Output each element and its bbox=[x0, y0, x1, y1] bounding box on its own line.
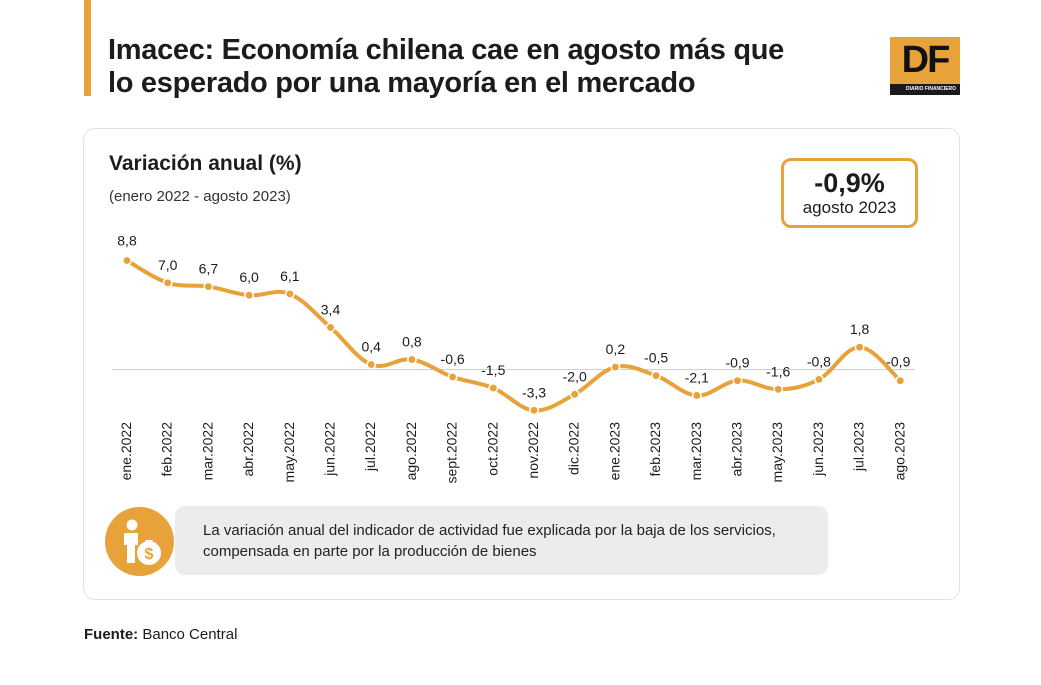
source-value: Banco Central bbox=[142, 626, 238, 643]
data-point bbox=[203, 281, 214, 292]
highlight-value: -0,9% bbox=[814, 168, 885, 198]
data-point bbox=[529, 405, 539, 416]
data-point bbox=[813, 374, 824, 385]
x-tick-label: ene.2022 bbox=[118, 422, 134, 481]
data-label: 8,8 bbox=[117, 233, 137, 249]
x-tick-label: jun.2023 bbox=[810, 422, 826, 477]
x-tick-label: abr.2022 bbox=[240, 422, 256, 477]
data-label: 6,7 bbox=[199, 261, 219, 277]
data-point bbox=[447, 371, 458, 382]
data-label: 3,4 bbox=[321, 301, 341, 317]
data-point bbox=[854, 342, 865, 353]
data-point bbox=[895, 375, 906, 386]
x-tick-label: oct.2022 bbox=[484, 422, 500, 476]
logo-subtitle: DIARIO FINANCIERO bbox=[906, 86, 956, 92]
x-tick-label: abr.2023 bbox=[729, 422, 745, 477]
data-point bbox=[732, 375, 743, 386]
x-tick-label: ago.2023 bbox=[891, 422, 907, 481]
data-label: -1,5 bbox=[481, 362, 505, 378]
data-point bbox=[366, 359, 377, 370]
data-label: -2,0 bbox=[563, 368, 587, 384]
x-tick-label: mar.2022 bbox=[199, 422, 215, 481]
data-label: -2,1 bbox=[685, 369, 709, 385]
data-label: -1,6 bbox=[766, 363, 790, 379]
data-point bbox=[569, 389, 580, 400]
data-point bbox=[162, 277, 173, 288]
df-logo: DF DIARIO FINANCIERO bbox=[890, 37, 960, 95]
person-money-bag-icon: $ bbox=[105, 507, 174, 576]
highlight-label: agosto 2023 bbox=[802, 198, 897, 217]
headline: Imacec: Economía chilena cae en agosto m… bbox=[108, 34, 785, 99]
data-label: 0,4 bbox=[361, 339, 381, 355]
note-box: La variación anual del indicador de acti… bbox=[175, 506, 828, 575]
highlight-box: -0,9% agosto 2023 bbox=[781, 158, 918, 228]
data-point bbox=[122, 255, 132, 266]
accent-bar bbox=[84, 0, 91, 96]
x-tick-label: jul.2022 bbox=[362, 422, 378, 472]
x-tick-label: sept.2022 bbox=[444, 422, 460, 484]
data-point bbox=[406, 354, 417, 365]
x-tick-label: jun.2022 bbox=[322, 422, 338, 477]
data-point bbox=[244, 290, 255, 301]
data-point bbox=[488, 383, 499, 394]
data-point bbox=[610, 362, 621, 372]
note-text: La variación anual del indicador de acti… bbox=[203, 522, 776, 560]
data-label: 6,1 bbox=[280, 268, 300, 284]
x-tick-label: may.2022 bbox=[281, 422, 297, 483]
x-tick-label: feb.2022 bbox=[159, 422, 175, 477]
x-tick-label: feb.2023 bbox=[647, 422, 663, 477]
data-label: 0,8 bbox=[402, 334, 422, 350]
source-label: Fuente: bbox=[84, 626, 139, 643]
svg-text:$: $ bbox=[145, 546, 154, 563]
data-label: 6,0 bbox=[239, 269, 259, 285]
x-tick-label: jul.2023 bbox=[851, 422, 867, 472]
data-label: -0,9 bbox=[725, 355, 749, 371]
logo-letters: DF bbox=[901, 39, 951, 81]
data-label: -0,8 bbox=[807, 353, 831, 369]
source-line: Fuente: Banco Central bbox=[84, 626, 237, 643]
chart-title: Variación anual (%) bbox=[109, 152, 302, 175]
data-label: -3,3 bbox=[522, 384, 546, 400]
x-tick-label: dic.2022 bbox=[566, 422, 582, 475]
data-label: -0,9 bbox=[886, 354, 910, 370]
x-tick-label: mar.2023 bbox=[688, 422, 704, 481]
data-label: -0,5 bbox=[644, 350, 668, 366]
x-tick-label: nov.2022 bbox=[525, 422, 541, 479]
data-point bbox=[284, 289, 295, 299]
data-label: 0,2 bbox=[606, 341, 626, 357]
data-label: -0,6 bbox=[441, 351, 465, 367]
data-label: 7,0 bbox=[158, 257, 178, 273]
data-point bbox=[325, 322, 336, 333]
data-point bbox=[651, 370, 662, 381]
x-tick-label: ago.2022 bbox=[403, 422, 419, 481]
data-label: 1,8 bbox=[850, 321, 870, 337]
chart-subtitle: (enero 2022 - agosto 2023) bbox=[109, 188, 291, 205]
logo-strip bbox=[890, 84, 960, 95]
x-tick-label: ene.2023 bbox=[606, 422, 622, 481]
data-point bbox=[773, 384, 784, 395]
x-tick-label: may.2023 bbox=[769, 422, 785, 483]
data-point bbox=[691, 390, 702, 401]
